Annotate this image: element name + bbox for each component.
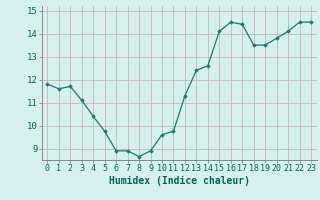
X-axis label: Humidex (Indice chaleur): Humidex (Indice chaleur)	[109, 176, 250, 186]
